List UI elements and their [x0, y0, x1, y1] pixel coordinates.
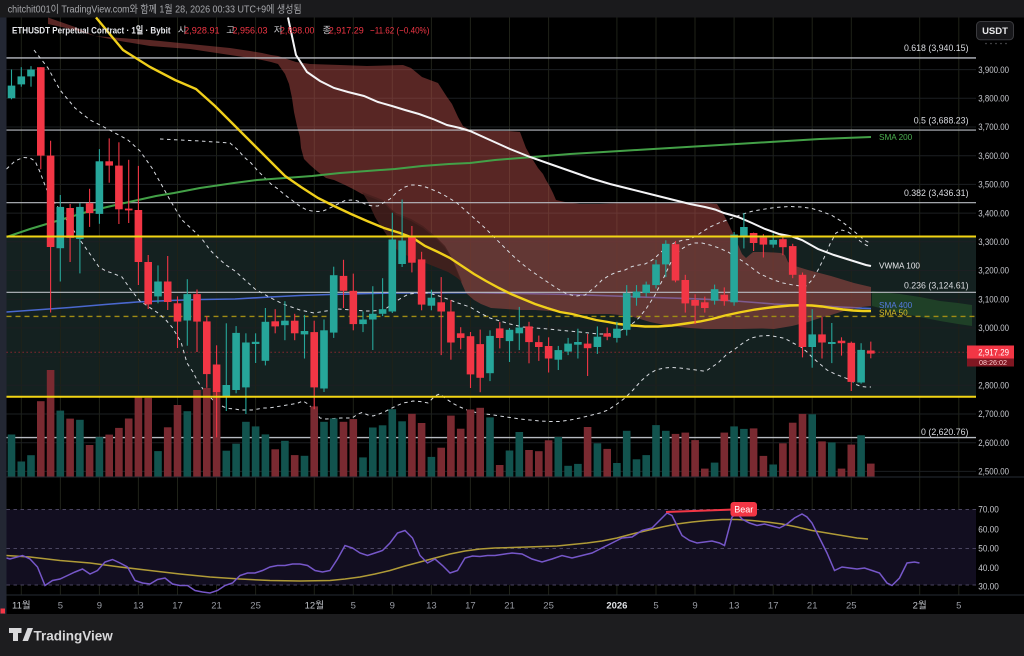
svg-text:2,500.00: 2,500.00 — [978, 467, 1009, 477]
svg-text:2월: 2월 — [913, 600, 927, 612]
svg-text:13: 13 — [426, 601, 437, 612]
svg-text:3,800.00: 3,800.00 — [978, 94, 1009, 104]
svg-text:25: 25 — [543, 601, 554, 612]
svg-text:종: 종 — [323, 26, 332, 37]
svg-text:고: 고 — [226, 26, 235, 37]
svg-text:40.00: 40.00 — [978, 563, 999, 573]
svg-text:0.5 (3,688.23): 0.5 (3,688.23) — [914, 116, 969, 126]
svg-text:TradingView: TradingView — [34, 629, 114, 644]
svg-text:25: 25 — [846, 601, 857, 612]
svg-text:0.382 (3,436.31): 0.382 (3,436.31) — [904, 188, 969, 198]
svg-text:5: 5 — [653, 601, 658, 612]
svg-text:12월: 12월 — [305, 600, 324, 612]
svg-text:2,917.29: 2,917.29 — [978, 348, 1009, 358]
svg-text:5: 5 — [58, 601, 63, 612]
svg-text:0.236 (3,124.61): 0.236 (3,124.61) — [904, 281, 969, 291]
svg-text:30.00: 30.00 — [978, 582, 999, 592]
svg-text:3,500.00: 3,500.00 — [978, 180, 1009, 190]
svg-text:9: 9 — [97, 601, 102, 612]
svg-text:2,700.00: 2,700.00 — [978, 409, 1009, 419]
svg-text:08:26:02: 08:26:02 — [979, 358, 1007, 367]
svg-text:50.00: 50.00 — [978, 544, 999, 554]
svg-text:2,956.03: 2,956.03 — [233, 26, 268, 37]
svg-text:2,917.29: 2,917.29 — [329, 26, 364, 37]
svg-text:17: 17 — [465, 601, 476, 612]
svg-text:5: 5 — [956, 601, 961, 612]
svg-text:SMA 400: SMA 400 — [879, 301, 913, 310]
svg-text:21: 21 — [504, 601, 515, 612]
svg-text:25: 25 — [250, 601, 261, 612]
svg-text:저: 저 — [274, 26, 283, 37]
svg-text:60.00: 60.00 — [978, 525, 999, 535]
svg-text:3,200.00: 3,200.00 — [978, 266, 1009, 276]
svg-text:3,000.00: 3,000.00 — [978, 323, 1009, 333]
svg-text:0.618 (3,940.15): 0.618 (3,940.15) — [904, 43, 969, 53]
svg-text:70.00: 70.00 — [978, 505, 999, 515]
svg-text:ETHUSDT Perpetual Contract · 1: ETHUSDT Perpetual Contract · 1일 · Bybit — [12, 25, 171, 37]
svg-text:SMA 200: SMA 200 — [879, 133, 913, 142]
svg-text:시: 시 — [178, 26, 187, 37]
svg-text:2,928.91: 2,928.91 — [184, 26, 220, 37]
svg-text:2,800.00: 2,800.00 — [978, 381, 1009, 391]
svg-text:SMA 50: SMA 50 — [879, 309, 908, 318]
svg-text:9: 9 — [692, 601, 697, 612]
svg-text:2,898.00: 2,898.00 — [280, 26, 314, 37]
svg-text:17: 17 — [768, 601, 779, 612]
svg-text:VWMA 100: VWMA 100 — [879, 262, 920, 271]
svg-text:3,300.00: 3,300.00 — [978, 237, 1009, 247]
svg-text:Bear: Bear — [734, 504, 753, 514]
svg-text:0 (2,620.76): 0 (2,620.76) — [921, 427, 969, 437]
svg-text:−11.62 (−0.40%): −11.62 (−0.40%) — [370, 26, 429, 37]
svg-text:9: 9 — [390, 601, 395, 612]
svg-text:13: 13 — [729, 601, 740, 612]
svg-text:2026: 2026 — [606, 601, 627, 612]
svg-text:21: 21 — [211, 601, 222, 612]
svg-text:USDT: USDT — [982, 26, 1008, 37]
svg-text:21: 21 — [807, 601, 818, 612]
svg-text:17: 17 — [172, 601, 183, 612]
svg-text:3,400.00: 3,400.00 — [978, 208, 1009, 218]
svg-text:13: 13 — [133, 601, 144, 612]
svg-text:3,700.00: 3,700.00 — [978, 122, 1009, 132]
svg-text:3,600.00: 3,600.00 — [978, 151, 1009, 161]
svg-text:chitchit001이 TradingView.com와: chitchit001이 TradingView.com와 함께 1월 28, … — [8, 4, 302, 16]
svg-text:11월: 11월 — [12, 600, 31, 612]
svg-text:3,100.00: 3,100.00 — [978, 294, 1009, 304]
svg-text:5: 5 — [351, 601, 356, 612]
svg-text:2,600.00: 2,600.00 — [978, 438, 1009, 448]
svg-text:3,900.00: 3,900.00 — [978, 65, 1009, 75]
